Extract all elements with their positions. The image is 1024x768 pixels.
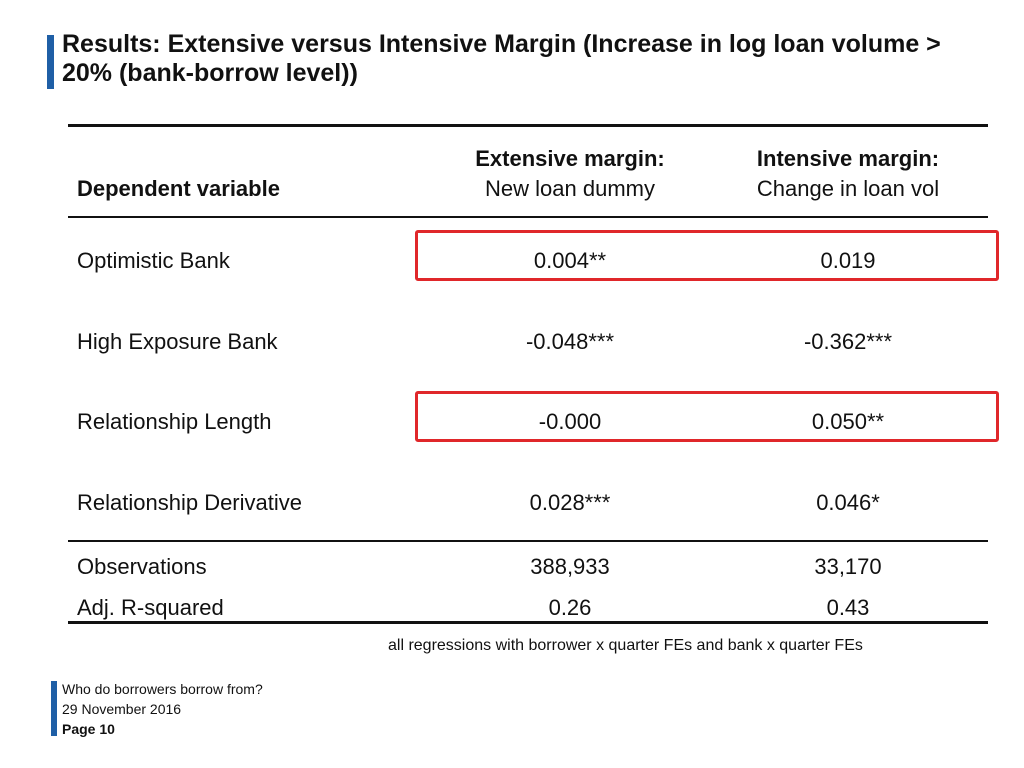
intensive-margin-stat: 33,170 [814, 554, 882, 579]
table-note: all regressions with borrower x quarter … [388, 637, 863, 654]
table-top-rule [68, 124, 988, 127]
col2-header-line2: Change in loan vol [756, 176, 940, 201]
stat-label: Observations [77, 554, 207, 579]
table-bottom-rule [68, 621, 988, 624]
extensive-margin-value: 0.028*** [529, 490, 611, 515]
footer-date: 29 November 2016 [62, 701, 182, 717]
row-label: Relationship Derivative [77, 490, 302, 515]
intensive-margin-stat: 0.43 [826, 595, 870, 620]
highlight-box-optimistic-bank [415, 230, 999, 281]
header-bottom-rule [68, 216, 988, 218]
intensive-margin-value: -0.362*** [803, 329, 893, 354]
intensive-margin-value: 0.050** [811, 409, 885, 434]
col2-header-line1: Intensive margin: [756, 146, 940, 171]
dependent-variable-header: Dependent variable [77, 176, 280, 201]
title-accent-bar [47, 35, 54, 89]
row-label: Relationship Length [77, 409, 272, 434]
intensive-margin-value: 0.046* [816, 490, 880, 515]
footer-accent-bar [51, 681, 57, 736]
stat-label: Adj. R-squared [77, 595, 224, 620]
slide-title: Results: Extensive versus Intensive Marg… [62, 30, 941, 87]
highlight-box-relationship-length [415, 391, 999, 442]
extensive-margin-stat: 388,933 [530, 554, 610, 579]
col1-header-line2: New loan dummy [485, 176, 655, 201]
row-label: Optimistic Bank [77, 248, 230, 273]
stats-top-rule [68, 540, 988, 542]
extensive-margin-stat: 0.26 [548, 595, 592, 620]
row-label: High Exposure Bank [77, 329, 278, 354]
extensive-margin-value: 0.004** [533, 248, 607, 273]
intensive-margin-value: 0.019 [820, 248, 876, 273]
col1-header-line1: Extensive margin: [475, 146, 665, 171]
footer-presentation-title: Who do borrowers borrow from? [62, 681, 263, 697]
extensive-margin-value: -0.048*** [525, 329, 615, 354]
footer-page-number: Page 10 [62, 721, 115, 737]
extensive-margin-value: -0.000 [538, 409, 602, 434]
